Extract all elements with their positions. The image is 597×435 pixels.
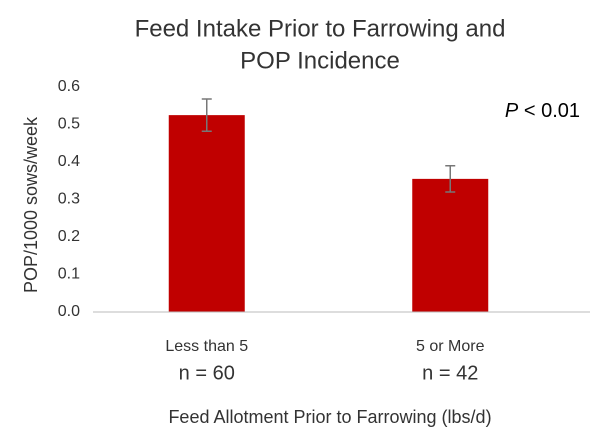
bar	[168, 115, 245, 312]
x-axis-label: Feed Allotment Prior to Farrowing (lbs/d…	[168, 407, 491, 427]
annotation: P < 0.01	[505, 100, 580, 122]
y-tick-label: 0.1	[58, 266, 80, 283]
y-tick-label: 0.3	[58, 191, 80, 208]
sample-size: n = 60	[179, 362, 235, 384]
y-axis-label: POP/1000 sows/week	[21, 116, 41, 293]
y-tick-label: 0.4	[58, 153, 80, 170]
x-tick-label: Less than 5	[165, 338, 248, 355]
x-tick-label: 5 or More	[416, 338, 485, 355]
y-tick-label: 0.5	[58, 116, 80, 133]
bar	[412, 178, 489, 312]
y-tick-label: 0.0	[58, 303, 80, 320]
chart-title: POP Incidence	[240, 47, 400, 74]
y-tick-label: 0.6	[58, 78, 80, 95]
annotation-text: < 0.01	[524, 100, 580, 122]
y-tick-label: 0.2	[58, 228, 80, 245]
sample-size: n = 42	[422, 362, 478, 384]
chart-title: Feed Intake Prior to Farrowing and	[135, 15, 506, 42]
annotation-symbol: P	[505, 100, 519, 122]
